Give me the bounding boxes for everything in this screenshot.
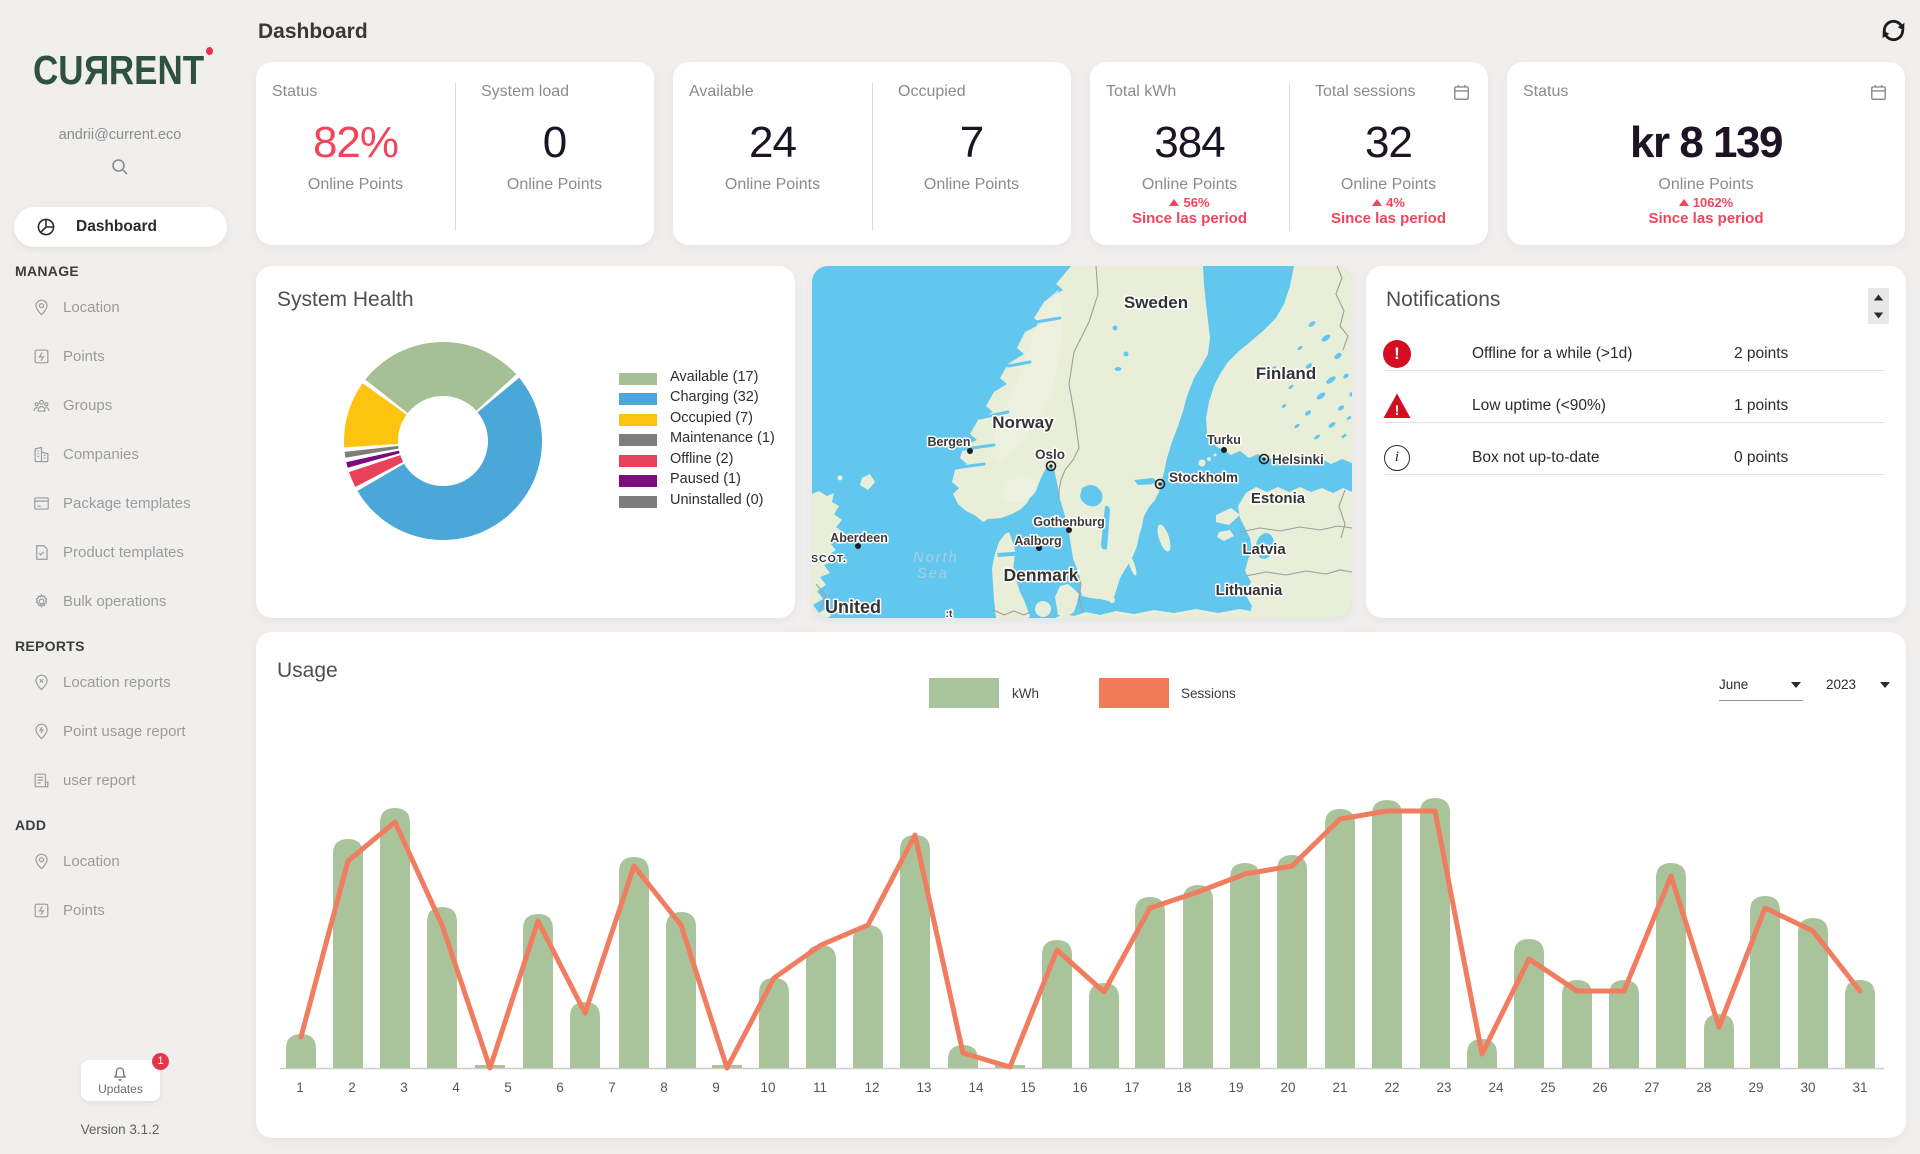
svg-text:4: 4 — [452, 1080, 460, 1095]
svg-text:18: 18 — [1176, 1080, 1191, 1095]
svg-text:Sea: Sea — [917, 566, 949, 582]
svg-text:North: North — [913, 550, 958, 566]
svg-text:Lithuania: Lithuania — [1216, 582, 1283, 599]
svg-text:3: 3 — [400, 1080, 408, 1095]
svg-text:12: 12 — [864, 1080, 879, 1095]
svg-text:Aberdeen: Aberdeen — [830, 531, 888, 545]
svg-text:Finland: Finland — [1256, 364, 1316, 383]
svg-text:Helsinki: Helsinki — [1272, 452, 1324, 467]
svg-text:9: 9 — [712, 1080, 720, 1095]
svg-text:20: 20 — [1280, 1080, 1295, 1095]
svg-text:Aalborg: Aalborg — [1014, 534, 1061, 548]
svg-text:Latvia: Latvia — [1242, 541, 1286, 558]
svg-text:26: 26 — [1592, 1080, 1607, 1095]
svg-text:23: 23 — [1436, 1080, 1451, 1095]
svg-text:Denmark: Denmark — [1004, 565, 1079, 585]
svg-text:8: 8 — [660, 1080, 668, 1095]
svg-text:21: 21 — [1332, 1080, 1347, 1095]
svg-text:SCOT.: SCOT. — [812, 553, 847, 565]
svg-text:10: 10 — [760, 1080, 775, 1095]
svg-text:16: 16 — [1072, 1080, 1087, 1095]
svg-text:2: 2 — [348, 1080, 356, 1095]
svg-text:Estonia: Estonia — [1251, 490, 1306, 507]
svg-text:5: 5 — [504, 1080, 512, 1095]
svg-text:!: ! — [1395, 402, 1400, 418]
svg-text:Gothenburg: Gothenburg — [1033, 515, 1105, 529]
svg-text:19: 19 — [1228, 1080, 1243, 1095]
svg-text:Stockholm: Stockholm — [1169, 470, 1238, 485]
svg-text:27: 27 — [1644, 1080, 1659, 1095]
svg-text:Turku: Turku — [1207, 433, 1241, 447]
svg-text:24: 24 — [1488, 1080, 1504, 1095]
svg-text:6: 6 — [556, 1080, 564, 1095]
svg-text:15: 15 — [1020, 1080, 1035, 1095]
svg-text:13: 13 — [916, 1080, 931, 1095]
svg-text:30: 30 — [1800, 1080, 1815, 1095]
svg-text:29: 29 — [1748, 1080, 1763, 1095]
svg-text:17: 17 — [1124, 1080, 1139, 1095]
svg-text::t: :t — [946, 609, 953, 618]
svg-text:7: 7 — [608, 1080, 616, 1095]
svg-text:11: 11 — [813, 1080, 827, 1095]
svg-text:United: United — [825, 597, 881, 617]
svg-text:Sweden: Sweden — [1124, 293, 1188, 312]
svg-text:25: 25 — [1540, 1080, 1555, 1095]
svg-text:Bergen: Bergen — [927, 435, 970, 449]
svg-text:28: 28 — [1696, 1080, 1711, 1095]
svg-text:31: 31 — [1852, 1080, 1867, 1095]
svg-text:Norway: Norway — [992, 413, 1054, 432]
svg-text:14: 14 — [968, 1080, 984, 1095]
svg-text:Oslo: Oslo — [1035, 447, 1065, 462]
svg-text:1: 1 — [296, 1080, 304, 1095]
svg-text:22: 22 — [1384, 1080, 1399, 1095]
